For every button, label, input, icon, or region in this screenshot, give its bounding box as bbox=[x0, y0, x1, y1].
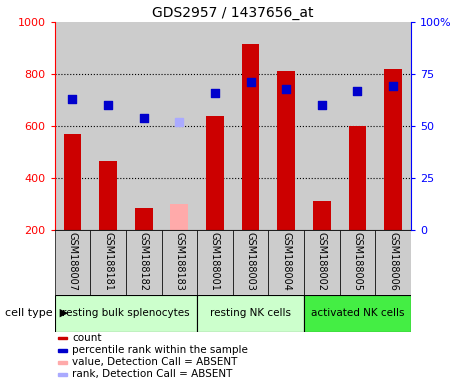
Bar bbox=[304, 22, 340, 230]
Bar bbox=[233, 230, 268, 295]
Bar bbox=[126, 22, 162, 230]
Bar bbox=[90, 22, 126, 230]
Text: cell type  ▶: cell type ▶ bbox=[5, 308, 68, 318]
Text: GSM188183: GSM188183 bbox=[174, 232, 184, 291]
Text: rank, Detection Call = ABSENT: rank, Detection Call = ABSENT bbox=[72, 369, 232, 379]
Bar bbox=[375, 230, 411, 295]
Bar bbox=[242, 44, 259, 230]
Text: value, Detection Call = ABSENT: value, Detection Call = ABSENT bbox=[72, 357, 238, 367]
Point bbox=[318, 102, 326, 108]
Bar bbox=[162, 22, 197, 230]
Text: resting NK cells: resting NK cells bbox=[210, 308, 291, 318]
Bar bbox=[135, 208, 152, 230]
Bar bbox=[55, 295, 197, 332]
Bar bbox=[233, 22, 268, 230]
Bar bbox=[340, 230, 375, 295]
Bar bbox=[197, 295, 304, 332]
Text: GSM188007: GSM188007 bbox=[67, 232, 77, 291]
Text: GSM188005: GSM188005 bbox=[352, 232, 362, 291]
Point bbox=[140, 114, 147, 121]
Text: resting bulk splenocytes: resting bulk splenocytes bbox=[62, 308, 190, 318]
Text: GSM188006: GSM188006 bbox=[388, 232, 398, 291]
Bar bbox=[58, 336, 66, 339]
Point bbox=[390, 83, 397, 89]
Bar bbox=[55, 22, 90, 230]
Bar bbox=[126, 230, 162, 295]
Text: percentile rank within the sample: percentile rank within the sample bbox=[72, 345, 248, 355]
Bar bbox=[268, 22, 304, 230]
Bar bbox=[58, 373, 66, 376]
Bar bbox=[313, 201, 331, 230]
Bar bbox=[55, 230, 90, 295]
Title: GDS2957 / 1437656_at: GDS2957 / 1437656_at bbox=[152, 6, 314, 20]
Point bbox=[247, 79, 255, 85]
Bar bbox=[304, 295, 411, 332]
Bar bbox=[375, 22, 411, 230]
Text: GSM188004: GSM188004 bbox=[281, 232, 291, 291]
Point bbox=[211, 89, 218, 96]
Point bbox=[68, 96, 76, 102]
Bar bbox=[58, 349, 66, 351]
Bar bbox=[304, 230, 340, 295]
Text: GSM188002: GSM188002 bbox=[317, 232, 327, 291]
Text: activated NK cells: activated NK cells bbox=[311, 308, 404, 318]
Bar bbox=[384, 69, 402, 230]
Text: count: count bbox=[72, 333, 102, 343]
Text: GSM188181: GSM188181 bbox=[103, 232, 113, 291]
Bar bbox=[64, 134, 81, 230]
Bar bbox=[197, 22, 233, 230]
Bar bbox=[349, 126, 366, 230]
Bar bbox=[162, 230, 197, 295]
Point bbox=[176, 119, 183, 125]
Text: GSM188003: GSM188003 bbox=[246, 232, 256, 291]
Bar bbox=[197, 230, 233, 295]
Bar bbox=[99, 161, 117, 230]
Point bbox=[282, 86, 290, 92]
Bar bbox=[268, 230, 304, 295]
Bar bbox=[340, 22, 375, 230]
Point bbox=[353, 88, 361, 94]
Text: GSM188182: GSM188182 bbox=[139, 232, 149, 291]
Bar bbox=[277, 71, 295, 230]
Text: GSM188001: GSM188001 bbox=[210, 232, 220, 291]
Bar bbox=[171, 204, 188, 230]
Bar bbox=[90, 230, 126, 295]
Bar bbox=[58, 361, 66, 364]
Bar bbox=[206, 116, 224, 230]
Point bbox=[104, 102, 112, 108]
